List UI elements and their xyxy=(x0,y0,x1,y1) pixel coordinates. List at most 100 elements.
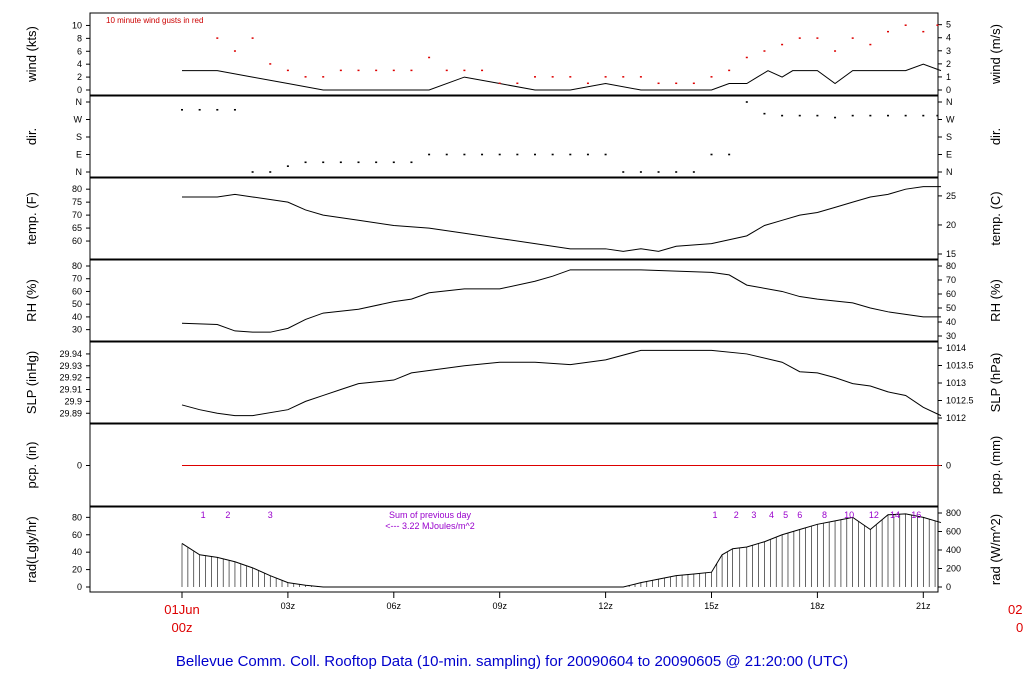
dir-point xyxy=(869,114,872,117)
ytick-label-left: 29.89 xyxy=(59,408,82,418)
dir-point xyxy=(763,112,766,115)
dir-point xyxy=(586,153,589,156)
ytick-label-left: 40 xyxy=(72,312,82,322)
ytick-label-right: 50 xyxy=(946,303,956,313)
xtick-label: 09z xyxy=(492,601,507,611)
wind-gust-annotation: 10 minute wind gusts in red xyxy=(106,16,203,25)
dir-point xyxy=(375,161,378,164)
wind-gust-point xyxy=(904,24,907,26)
ylabel-right: pcp. (mm) xyxy=(988,436,1003,495)
ytick-label-left: 6 xyxy=(77,46,82,56)
dir-point xyxy=(251,171,254,173)
ytick-label-left: 10 xyxy=(72,20,82,30)
dir-point xyxy=(269,171,272,173)
dir-point xyxy=(622,171,625,173)
ytick-label-right: N xyxy=(946,167,953,177)
ytick-label-left: N xyxy=(76,167,83,177)
dir-point xyxy=(198,108,201,111)
wind-gust-point xyxy=(481,69,484,72)
panel-pcp: pcp. (in) pcp. (mm) 0 0 xyxy=(24,423,1003,507)
wind-gust-point xyxy=(516,82,519,85)
xaxis-end-hour: 0 xyxy=(1016,620,1023,635)
ytick-label-left: 70 xyxy=(72,210,82,220)
xtick-label: 12z xyxy=(598,601,613,611)
ytick-label-left: 60 xyxy=(72,286,82,296)
dir-point xyxy=(498,153,501,156)
ytick-label-left: 2 xyxy=(77,72,82,82)
dir-point xyxy=(675,171,678,173)
dir-point xyxy=(216,108,219,111)
wind-gust-point xyxy=(781,43,784,46)
dir-point xyxy=(569,153,572,156)
ytick-label-right: E xyxy=(946,150,952,160)
wind-gust-point xyxy=(763,50,766,52)
dir-point xyxy=(728,153,731,156)
ylabel-right: SLP (hPa) xyxy=(988,353,1003,413)
ytick-label-left: 65 xyxy=(72,223,82,233)
panel-frame xyxy=(89,259,939,342)
ytick-label-left: 0 xyxy=(77,582,82,592)
ytick-label-left: 0 xyxy=(77,85,82,95)
xtick-label: 15z xyxy=(704,601,719,611)
dir-point xyxy=(516,153,519,156)
ylabel-right: dir. xyxy=(988,128,1003,145)
ylabel-left: SLP (inHg) xyxy=(24,351,39,414)
ytick-label-left: 50 xyxy=(72,299,82,309)
panel-frame xyxy=(89,341,939,424)
rad-line xyxy=(181,513,942,588)
ytick-label-right: 0 xyxy=(946,461,951,471)
ytick-label-right: 1012.5 xyxy=(946,396,974,406)
wind-gust-point xyxy=(375,69,378,72)
ytick-label-right: 0 xyxy=(946,582,951,592)
rad-hour-label: 1 xyxy=(201,510,206,520)
ytick-label-right: W xyxy=(946,115,955,125)
wind-gust-point xyxy=(922,30,925,33)
panel-rad: rad(Lgly/hr) rad (W/m^2)02040608002004006… xyxy=(24,506,1003,593)
ylabel-right: rad (W/m^2) xyxy=(988,514,1003,585)
ytick-label-left: 29.94 xyxy=(59,349,82,359)
panel-temp: temp. (F) temp. (C) 60 65 70 75 80 15 20 25 xyxy=(24,177,1003,260)
ytick-label-left: E xyxy=(76,150,82,160)
rad-hour-label: 16 xyxy=(911,510,921,520)
dir-point xyxy=(816,114,819,117)
wind-gust-point xyxy=(834,50,837,52)
rad-hour-label: 1 xyxy=(713,510,718,520)
ytick-label-left: 75 xyxy=(72,197,82,207)
dir-point xyxy=(639,171,642,173)
xaxis-end-date: 02 xyxy=(1008,602,1022,617)
ylabel-left: temp. (F) xyxy=(24,192,39,245)
wind-gust-point xyxy=(498,82,501,85)
ytick-label-left: 29.92 xyxy=(59,373,82,383)
wind-gust-point xyxy=(551,76,554,78)
rad-hour-label: 12 xyxy=(869,510,879,520)
wind-gust-point xyxy=(428,56,431,59)
rad-hour-label: 2 xyxy=(734,510,739,520)
ytick-label-left: 8 xyxy=(77,33,82,43)
dir-point xyxy=(357,161,360,164)
dir-point xyxy=(304,161,307,164)
ytick-label-left: 80 xyxy=(72,184,82,194)
wind-gust-point xyxy=(604,76,607,78)
ylabel-right: temp. (C) xyxy=(988,191,1003,245)
panel-frame xyxy=(89,12,939,96)
wind-gust-point xyxy=(675,82,678,85)
chart-title: Bellevue Comm. Coll. Rooftop Data (10-mi… xyxy=(176,653,848,670)
dir-point xyxy=(339,161,342,164)
dir-point xyxy=(657,171,660,173)
ylabel-left: rad(Lgly/hr) xyxy=(24,516,39,582)
dir-point xyxy=(181,108,183,111)
dir-point xyxy=(286,165,289,167)
wind-gust-point xyxy=(463,69,466,72)
wind-gust-point xyxy=(692,82,695,85)
temp-line xyxy=(182,186,941,252)
rad-annotation-line1: Sum of previous day xyxy=(389,510,472,520)
wind-gust-point xyxy=(622,76,625,78)
ytick-label-left: 70 xyxy=(72,274,82,284)
wind-gust-point xyxy=(357,69,360,72)
wind-gust-point xyxy=(869,43,872,46)
wind-gust-point xyxy=(445,69,448,72)
dir-point xyxy=(745,101,748,103)
ytick-label-left: 60 xyxy=(72,530,82,540)
